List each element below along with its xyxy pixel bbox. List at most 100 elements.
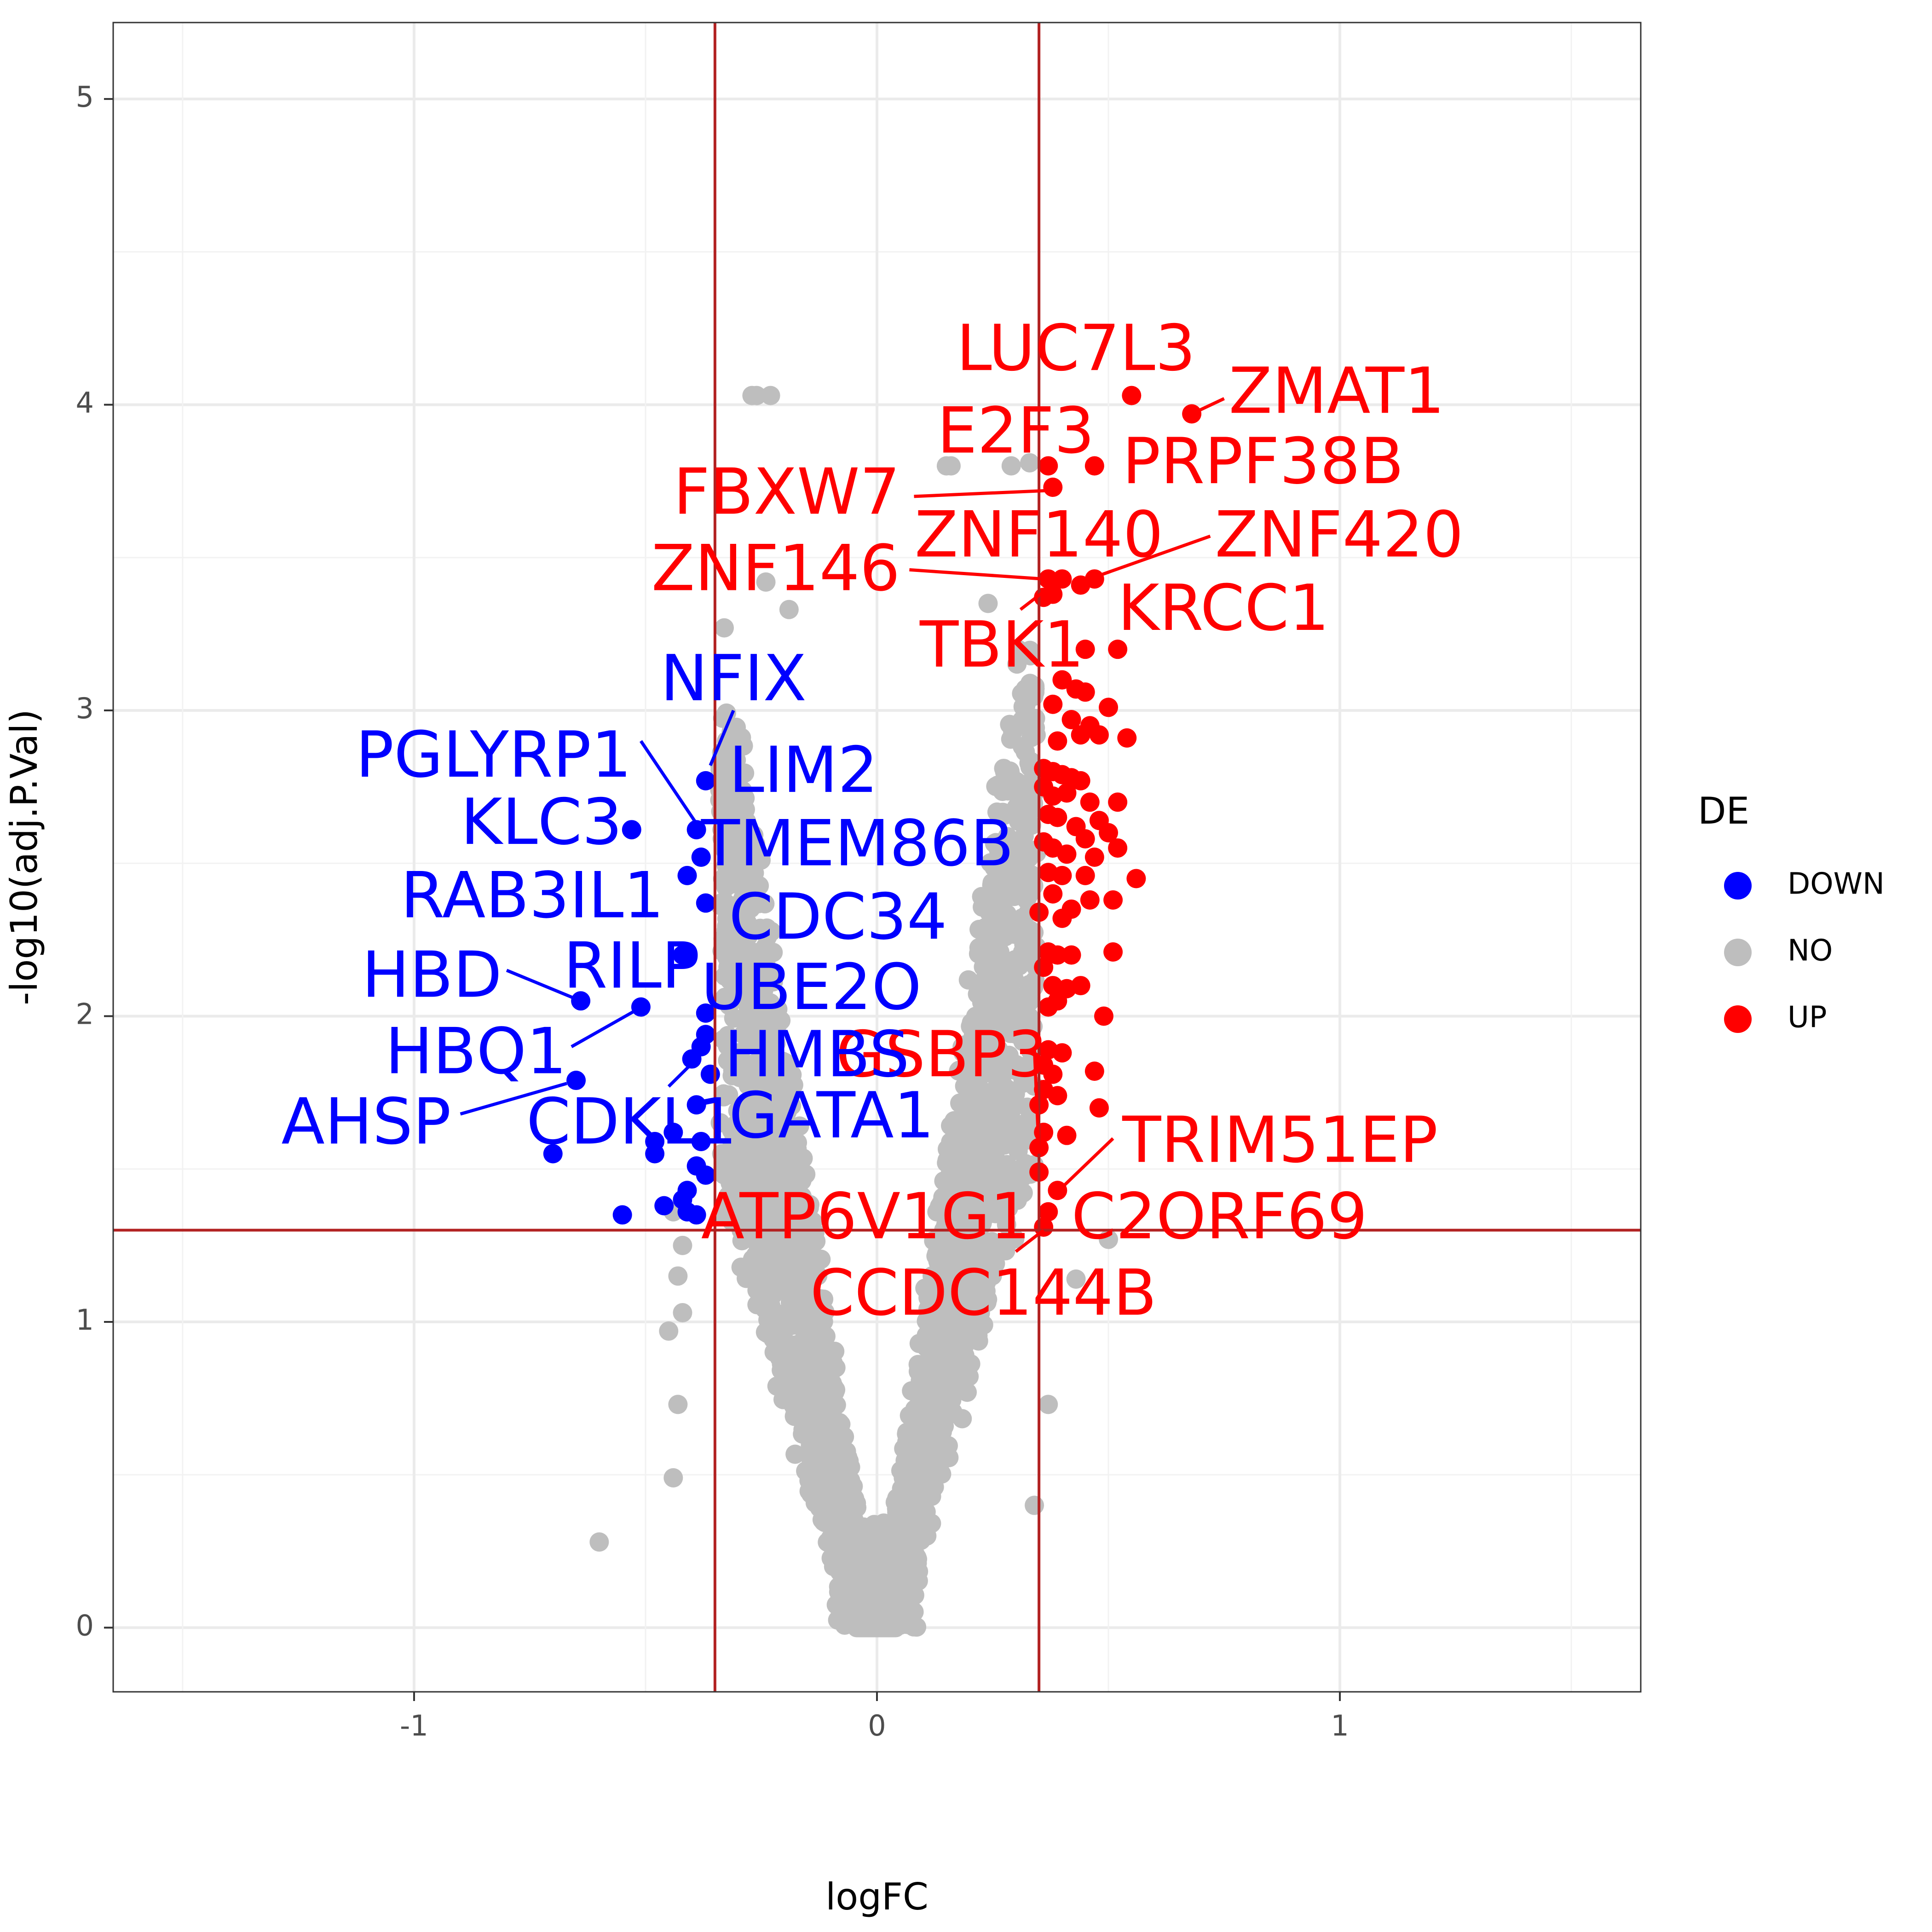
point-no: [715, 618, 734, 638]
point-no: [877, 1580, 897, 1600]
point-no: [952, 1037, 972, 1057]
point-down: [691, 1131, 711, 1151]
point-no: [713, 929, 733, 949]
point-no: [812, 1510, 832, 1530]
point-down: [691, 848, 711, 867]
point-up: [1075, 640, 1095, 659]
point-no: [902, 1421, 922, 1441]
gene-label: ATP6V1G1: [701, 1179, 1031, 1253]
grid-lines: [113, 23, 1641, 1692]
point-no: [747, 965, 767, 985]
point-no: [744, 1054, 764, 1074]
point-up: [1061, 709, 1081, 729]
point-no: [981, 1028, 1001, 1048]
point-no: [1038, 1395, 1058, 1414]
point-no: [722, 1066, 742, 1085]
point-no: [750, 1132, 770, 1152]
point-no: [802, 1283, 822, 1303]
point-no: [758, 1324, 778, 1344]
point-down: [700, 1064, 720, 1084]
point-up: [1052, 1043, 1072, 1063]
point-no: [820, 1390, 840, 1409]
point-no: [733, 1025, 753, 1044]
x-tick-label: -1: [400, 1709, 428, 1742]
point-no: [930, 1246, 950, 1266]
point-no: [986, 1254, 1005, 1274]
point-no: [990, 1043, 1010, 1062]
gene-label: HBD: [362, 938, 502, 1012]
gene-label: KRCC1: [1118, 571, 1329, 645]
point-no: [782, 1308, 802, 1327]
label-connector: [1015, 1228, 1045, 1253]
x-tick-label: 1: [1331, 1709, 1349, 1742]
point-down: [543, 1144, 563, 1164]
point-up: [1117, 728, 1137, 748]
point-no: [918, 1439, 938, 1459]
point-no: [898, 1551, 917, 1570]
label-connector: [571, 1009, 637, 1049]
point-no: [772, 1275, 792, 1294]
point-up: [1075, 829, 1095, 849]
point-no: [950, 1093, 969, 1113]
point-up: [1103, 942, 1123, 962]
point-up: [1043, 694, 1063, 714]
point-no: [1000, 761, 1020, 781]
gene-label: CCDC144B: [810, 1256, 1157, 1330]
point-no: [978, 1014, 998, 1033]
x-axis-title: logFC: [825, 1875, 929, 1918]
point-no: [589, 1532, 609, 1552]
point-no: [962, 1013, 981, 1032]
point-no: [963, 1119, 983, 1138]
point-up: [1057, 783, 1077, 803]
point-down: [686, 820, 706, 840]
y-tick-label: 1: [76, 1303, 94, 1337]
point-no: [1001, 456, 1021, 476]
point-no: [816, 1405, 836, 1424]
point-no: [1010, 1130, 1030, 1150]
label-connector: [1061, 1137, 1114, 1189]
point-up: [1122, 386, 1142, 405]
point-up: [1061, 945, 1081, 965]
point-up: [1057, 844, 1077, 864]
point-no: [791, 1365, 811, 1385]
point-no: [1016, 695, 1036, 715]
legend-title: DE: [1698, 790, 1749, 832]
gene-label: RILP: [563, 929, 700, 1003]
point-no: [1018, 879, 1038, 899]
label-connector: [909, 568, 1044, 581]
point-no: [978, 594, 998, 613]
point-down: [677, 865, 697, 885]
point-no: [1014, 826, 1034, 846]
point-up: [1108, 792, 1128, 812]
gene-label: TBK1: [919, 608, 1084, 682]
point-no: [720, 812, 740, 832]
point-up: [1089, 1098, 1109, 1118]
point-no: [987, 802, 1007, 822]
gene-label: CDC34: [729, 880, 947, 954]
point-up: [1099, 823, 1119, 842]
point-no: [998, 781, 1018, 801]
point-no: [826, 1595, 846, 1615]
point-up: [1080, 890, 1100, 910]
point-up: [1043, 1064, 1063, 1084]
point-up: [1057, 1125, 1077, 1145]
point-no: [896, 1486, 916, 1505]
point-up: [1052, 908, 1072, 928]
gene-label: ZNF420: [1215, 498, 1464, 572]
point-no: [926, 1231, 946, 1251]
gene-label: TMEM86B: [701, 807, 1014, 881]
point-up: [1094, 1006, 1113, 1026]
gene-label: NFIX: [660, 641, 807, 715]
point-no: [777, 1097, 796, 1117]
point-no: [732, 1231, 752, 1251]
point-no: [964, 1277, 984, 1297]
point-no: [725, 902, 745, 922]
point-down: [696, 893, 715, 913]
gene-label: PRPF38B: [1122, 424, 1404, 498]
legend-label-down: DOWN: [1788, 867, 1885, 901]
legend-key-down: [1724, 872, 1752, 900]
point-no: [914, 1478, 934, 1498]
point-no: [768, 1009, 788, 1029]
